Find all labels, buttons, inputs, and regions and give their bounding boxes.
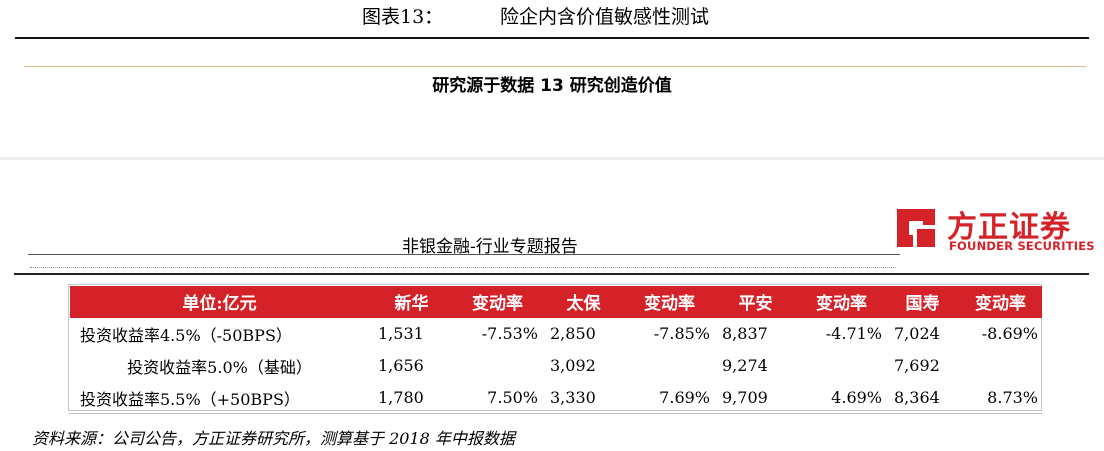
page-subtitle: 研究源于数据 13 研究创造价值 xyxy=(432,76,672,96)
header-change-pingan: 变动率 xyxy=(797,285,886,318)
cell-change xyxy=(960,350,1042,382)
cell-change: 7.50% xyxy=(453,381,542,414)
header-dotted-rule xyxy=(30,267,896,268)
cell-change: 8.73% xyxy=(959,381,1042,414)
row-label: 投资收益率4.5%（-50BPS） xyxy=(80,325,292,345)
cell-value: 7,692 xyxy=(894,356,940,375)
cell-value: 1,656 xyxy=(378,356,424,375)
report-header: 非银金融-行业专题报告 xyxy=(402,237,578,257)
header-change-xinhua: 变动率 xyxy=(453,285,542,318)
header-taibao: 太保 xyxy=(541,285,626,318)
logo-name-cn: 方正证券 xyxy=(947,210,1071,245)
cell-change: -7.53% xyxy=(481,324,538,343)
figure-title-text: 险企内含价值敏感性测试 xyxy=(500,6,710,28)
cell-change: -7.85% xyxy=(653,324,710,343)
cell-value: 8,837 xyxy=(722,324,768,343)
sensitivity-table: 单位:亿元 新华 变动率 太保 变动率 平安 变动率 国寿 变动率 投资收益率4… xyxy=(69,285,1042,414)
cell-value: 1,780 xyxy=(369,381,454,414)
row-label: 投资收益率5.0%（基础） xyxy=(127,357,312,377)
figure-label: 图表13： xyxy=(362,6,444,28)
cell-change: -4.71% xyxy=(825,324,882,343)
cell-value: 1,531 xyxy=(378,324,424,343)
header-unit: 单位:亿元 xyxy=(69,285,370,318)
header-xinhua: 新华 xyxy=(369,285,454,318)
table-row: 投资收益率4.5%（-50BPS） 1,531 -7.53% 2,850 -7.… xyxy=(70,318,1042,350)
title-divider xyxy=(15,37,1089,39)
subtitle-divider xyxy=(24,66,1086,67)
page-separator xyxy=(0,157,1104,160)
cell-change xyxy=(798,350,886,382)
cell-value: 8,364 xyxy=(885,381,960,414)
table-header-row: 单位:亿元 新华 变动率 太保 变动率 平安 变动率 国寿 变动率 xyxy=(69,285,1042,318)
cell-value: 3,092 xyxy=(550,356,596,375)
table-top-rule xyxy=(14,273,1089,275)
founder-logo-icon xyxy=(897,209,935,247)
row-label: 投资收益率5.5%（+50BPS） xyxy=(69,381,370,414)
cell-value: 7,024 xyxy=(894,324,940,343)
cell-value: 9,274 xyxy=(722,356,768,375)
cell-change xyxy=(626,350,714,382)
table-row: 投资收益率5.0%（基础） 1,656 3,092 9,274 7,692 xyxy=(70,350,1042,382)
header-change-guoshou: 变动率 xyxy=(959,285,1042,318)
header-guoshou: 国寿 xyxy=(885,285,960,318)
header-pingan: 平安 xyxy=(713,285,798,318)
cell-change: 4.69% xyxy=(797,381,886,414)
cell-value: 9,709 xyxy=(713,381,798,414)
header-change-taibao: 变动率 xyxy=(625,285,714,318)
header-rule xyxy=(28,254,900,255)
cell-value: 3,330 xyxy=(541,381,626,414)
source-note: 资料来源：公司公告，方正证券研究所，测算基于 2018 年中报数据 xyxy=(32,429,515,448)
table-row: 投资收益率5.5%（+50BPS） 1,780 7.50% 3,330 7.69… xyxy=(69,381,1042,414)
cell-change: 7.69% xyxy=(625,381,714,414)
cell-value: 2,850 xyxy=(550,324,596,343)
founder-securities-logo: 方正证券 FOUNDER SECURITIES xyxy=(893,203,1095,255)
logo-name-en: FOUNDER SECURITIES xyxy=(949,239,1095,253)
cell-change: -8.69% xyxy=(981,324,1038,343)
cell-change xyxy=(454,350,542,382)
